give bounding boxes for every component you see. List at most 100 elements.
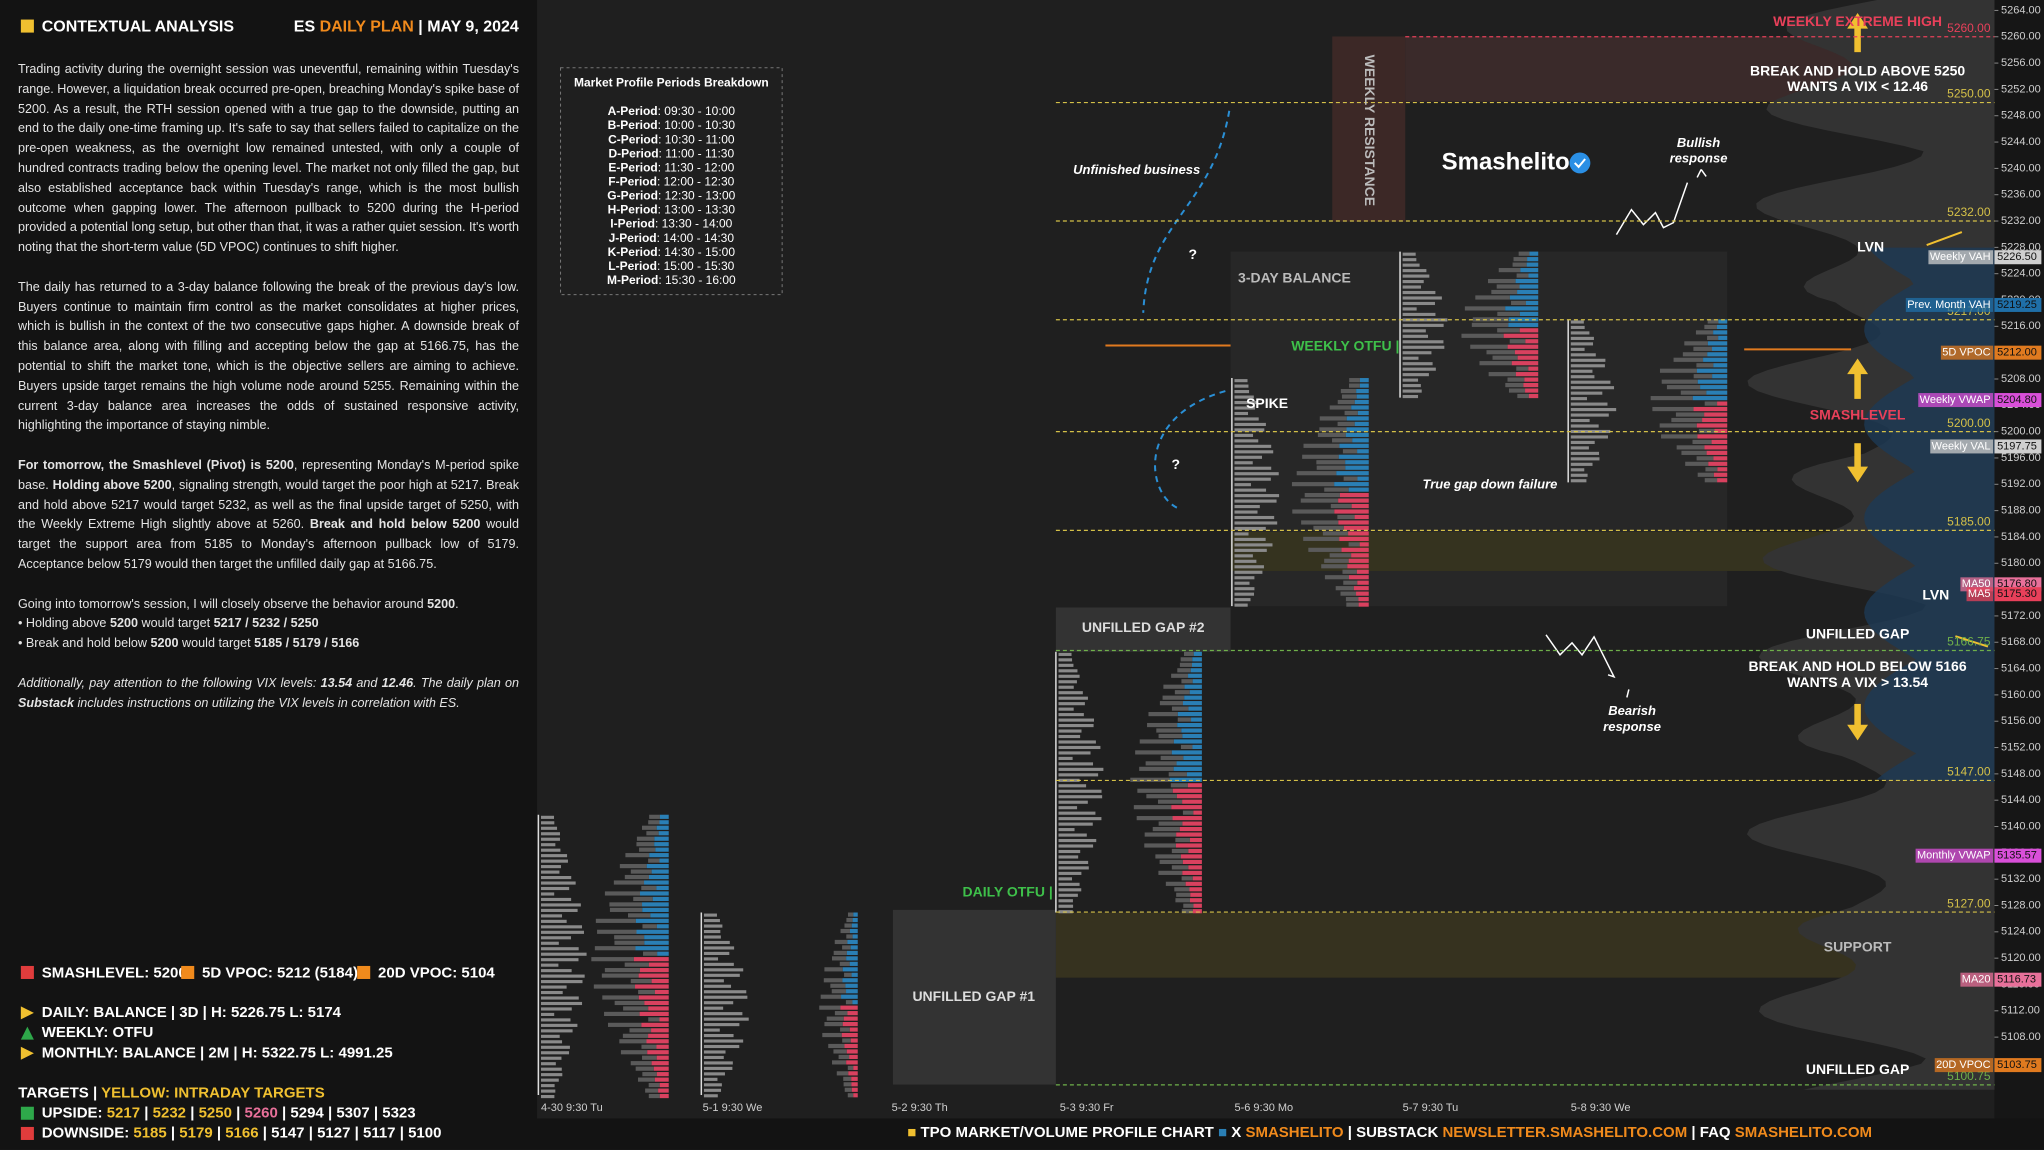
tpo-letters — [540, 1084, 555, 1088]
profile-bar — [635, 984, 669, 989]
profile-bar — [609, 902, 643, 907]
profile-bar — [1182, 733, 1202, 739]
tpo-letters — [540, 1062, 556, 1066]
profile-bar — [1354, 421, 1369, 427]
profile-bar — [842, 1038, 851, 1043]
tpo-letters — [1058, 702, 1085, 706]
profile-bar — [819, 1005, 841, 1010]
profile-bar — [1188, 706, 1202, 711]
profile-bar — [1528, 393, 1539, 399]
tpo-letters — [540, 897, 572, 902]
profile-bar — [1308, 547, 1342, 552]
tpo-letters — [1570, 451, 1600, 455]
tpo-letters — [703, 984, 732, 988]
profile-bar — [1336, 471, 1369, 476]
tpo-letters — [1234, 390, 1250, 394]
profile-bar — [1707, 335, 1719, 340]
profile-bar — [1351, 553, 1369, 558]
periods-title: Market Profile Periods Breakdown — [574, 76, 769, 90]
profile-bar — [1172, 788, 1202, 793]
tag-name-box — [1940, 345, 1994, 360]
separator: | — [217, 1124, 221, 1141]
profile-bar — [656, 885, 669, 891]
profile-bar — [844, 972, 852, 977]
annotation: LVN — [1922, 586, 1949, 602]
text-run: , representing Monday's M-period spike b… — [18, 457, 519, 492]
tpo-letters — [1234, 543, 1273, 547]
profile-bar — [1147, 722, 1178, 728]
profile-bar — [822, 1032, 842, 1038]
profile-bar — [1188, 673, 1202, 678]
profile-bar — [1681, 450, 1707, 455]
tpo-letters — [1058, 828, 1075, 832]
profile-bar — [1515, 372, 1539, 377]
tpo-letters — [1234, 570, 1263, 574]
tpo-letters — [1234, 515, 1275, 520]
profile-bar — [1169, 777, 1202, 782]
annotation: SPIKE — [1246, 395, 1288, 411]
profile-bar — [834, 1011, 848, 1016]
tpo-letters — [703, 973, 740, 977]
target: 5179 — [179, 1124, 212, 1141]
tpo-letters — [1402, 351, 1432, 355]
tpo-letters — [1058, 778, 1080, 782]
tpo-letters — [1570, 424, 1599, 428]
annotation: response — [1670, 150, 1728, 165]
y-tick-label: 5168.00 — [2001, 636, 2041, 648]
tpo-letters — [540, 1095, 555, 1099]
hand-arrow — [1615, 169, 1707, 236]
period-time: : 09:30 - 10:00 — [658, 104, 736, 118]
tpo-letters — [1058, 756, 1073, 760]
tpo-letters — [1570, 462, 1593, 466]
profile-bar — [1718, 335, 1728, 340]
profile-bar — [656, 825, 669, 830]
footer-marker: ■ — [907, 1124, 916, 1141]
text-run: 13.54 — [320, 675, 353, 690]
profile-bar — [619, 1039, 647, 1044]
profile-bar — [1342, 449, 1358, 454]
profile-bar — [1156, 728, 1182, 733]
profile-bar — [1319, 416, 1347, 421]
paragraph: Trading activity during the overnight se… — [18, 60, 519, 258]
profile-bar — [1692, 396, 1728, 401]
plan-part: | MAY 9, 2024 — [418, 19, 519, 36]
marker — [20, 1026, 34, 1040]
profile-bar — [642, 1055, 657, 1060]
period-row: D-Period: 11:00 - 11:30 — [609, 147, 735, 161]
profile-bar — [652, 896, 669, 902]
separator: | — [355, 1124, 359, 1141]
profile-bar — [1517, 393, 1529, 399]
profile-bar — [1356, 394, 1369, 399]
profile-bar — [1659, 368, 1697, 373]
profile-bar — [636, 842, 655, 847]
tpo-letters — [540, 1078, 559, 1082]
profile-bar — [1523, 382, 1539, 388]
arrow — [1854, 371, 1861, 399]
profile-bar — [1676, 445, 1705, 450]
target-label: DOWNSIDE: — [42, 1124, 130, 1141]
tpo-letters — [1570, 473, 1588, 477]
tpo-letters — [1570, 320, 1584, 324]
tpo-letters — [540, 1051, 570, 1055]
tpo-letters — [703, 1039, 744, 1043]
text-run: Holding above 5200 — [52, 477, 172, 492]
price-tag — [1994, 587, 2042, 602]
profile-bar — [1682, 352, 1708, 357]
profile-bar — [1505, 306, 1539, 311]
tpo-letters — [1234, 439, 1259, 443]
profile-bar — [1338, 454, 1369, 459]
tpo-letters — [1058, 751, 1091, 755]
target: 5127 — [317, 1124, 350, 1141]
panel — [537, 1118, 2044, 1150]
profile-bar — [1517, 355, 1539, 360]
tag-name: MA5 — [1968, 588, 1991, 600]
profile-bar — [1181, 728, 1202, 733]
profile-bar — [1170, 783, 1188, 788]
tpo-letters — [540, 881, 576, 885]
tpo-letters — [1234, 461, 1253, 465]
tpo-letters — [540, 865, 562, 869]
marker — [20, 1046, 34, 1060]
tpo-letters — [1058, 674, 1080, 678]
y-tick-label: 5184.00 — [2001, 531, 2041, 543]
